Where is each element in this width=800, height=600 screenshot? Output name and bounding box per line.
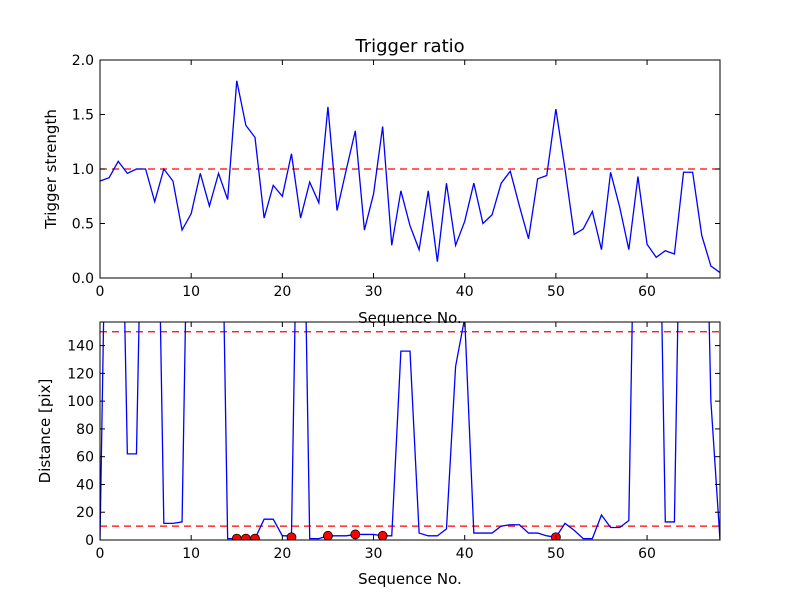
- bottom-y-tick-label: 140: [67, 339, 94, 355]
- top-x-tick-label: 0: [96, 284, 105, 300]
- top-y-tick-label: 0.0: [72, 271, 94, 287]
- bottom-plot-area: [100, 322, 720, 540]
- top-y-tick-label: 2.0: [72, 53, 94, 69]
- bottom-y-tick-label: 20: [76, 505, 94, 521]
- top-chart-ylabel: Trigger strength: [42, 109, 60, 230]
- bottom-x-tick-label: 50: [547, 546, 565, 562]
- bottom-axes-frame: [99, 321, 721, 541]
- bottom-marker-point: [240, 533, 251, 540]
- bottom-x-tick-label: 10: [182, 546, 200, 562]
- top-chart-title: Trigger ratio: [354, 36, 464, 57]
- trigger-ratio-plot: Trigger ratio Trigger strength Sequence …: [42, 36, 721, 327]
- bottom-y-tick-label: 0: [85, 533, 94, 549]
- bottom-marker-point: [231, 533, 242, 540]
- bottom-marker-point: [323, 530, 333, 540]
- bottom-marker-point: [250, 533, 260, 540]
- bottom-marker-point: [286, 532, 297, 540]
- top-x-tick-label: 60: [638, 284, 656, 300]
- bottom-x-tick-label: 0: [96, 546, 105, 562]
- top-x-tick-label: 40: [456, 284, 474, 300]
- top-axes-frame: [99, 59, 721, 279]
- bottom-marker-point: [350, 529, 361, 540]
- bottom-x-tick-label: 40: [456, 546, 474, 562]
- top-x-tick-label: 50: [547, 284, 565, 300]
- bottom-x-tick-label: 30: [365, 546, 383, 562]
- bottom-chart-xlabel: Sequence No.: [358, 570, 462, 588]
- top-y-tick-label: 1.5: [72, 108, 94, 124]
- top-series-line: [100, 80, 720, 274]
- bottom-marker-point: [377, 530, 388, 540]
- bottom-y-tick-label: 60: [76, 450, 94, 466]
- bottom-y-tick-label: 100: [67, 394, 94, 410]
- top-y-tick-label: 0.5: [72, 217, 94, 233]
- top-x-tick-label: 10: [182, 284, 200, 300]
- distance-plot: Distance [pix] Sequence No. 0 10 20 30 40 50 6…: [36, 321, 721, 588]
- bottom-chart-ylabel: Distance [pix]: [36, 379, 54, 484]
- bottom-y-tick-label: 80: [76, 422, 94, 438]
- top-x-tick-label: 30: [365, 284, 383, 300]
- top-plot-area: [100, 80, 720, 274]
- bottom-y-tick-label: 120: [67, 366, 94, 382]
- bottom-y-tick-label: 40: [76, 477, 94, 493]
- bottom-series-line: [100, 322, 720, 540]
- bottom-x-tick-label: 20: [273, 546, 291, 562]
- top-y-tick-label: 1.0: [72, 162, 94, 178]
- bottom-x-tick-label: 60: [638, 546, 656, 562]
- top-x-tick-label: 20: [273, 284, 291, 300]
